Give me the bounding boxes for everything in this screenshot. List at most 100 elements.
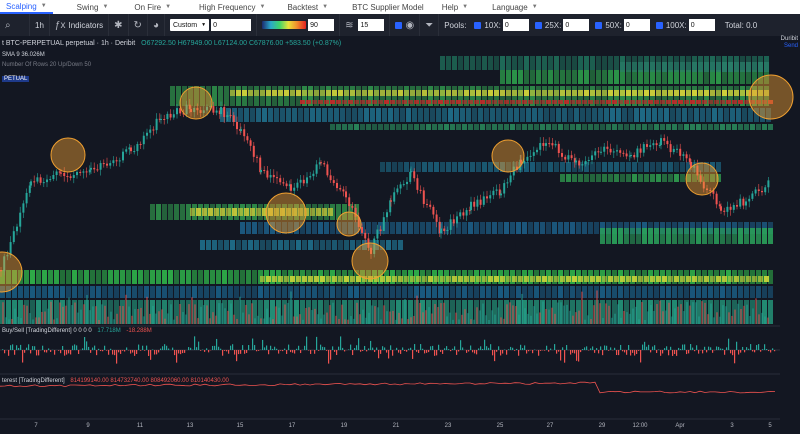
nav-scalping[interactable]: Scalping ▼	[0, 0, 53, 14]
buysell-bar	[78, 350, 80, 354]
price-chart[interactable]	[0, 36, 800, 434]
buysell-bar	[226, 350, 228, 352]
pool-25x-checkbox[interactable]	[534, 21, 542, 29]
candle-body	[495, 189, 498, 191]
heatmap-cell	[486, 124, 491, 130]
buysell-bar	[718, 346, 720, 350]
heatmap-cell	[206, 240, 211, 250]
heatmap-cell	[504, 222, 509, 234]
buysell-bar	[348, 349, 350, 350]
heatmap-cell	[260, 90, 265, 96]
heatmap-cell	[614, 174, 619, 182]
pool-25x-input[interactable]: 0	[563, 19, 590, 31]
nav-btc-supplier-model[interactable]: BTC Supplier Model	[346, 0, 430, 14]
heatmap-cell	[714, 228, 719, 244]
heatmap-cell	[254, 240, 259, 250]
heatmap-cell	[668, 162, 673, 172]
volume-bar	[32, 319, 34, 324]
heatmap-cell	[316, 108, 321, 122]
nav-backtest[interactable]: Backtest ▼	[281, 0, 334, 14]
heatmap-cell	[304, 208, 309, 216]
buysell-bar	[462, 347, 464, 350]
candle-body	[318, 162, 321, 165]
heatmap-cell	[768, 228, 773, 244]
heatmap-cell	[234, 300, 239, 324]
heatmap-cell	[614, 56, 619, 70]
buysell-bar	[408, 348, 410, 350]
custom-value-input[interactable]: 0	[211, 19, 252, 31]
volume-bar	[266, 308, 268, 324]
nav-help[interactable]: Help ▼	[436, 0, 474, 14]
palette-button[interactable]: ◕	[148, 14, 165, 36]
time-axis-label: 9	[86, 423, 90, 429]
custom-select[interactable]: Custom ▼	[169, 19, 210, 31]
candle-body	[85, 171, 88, 173]
heatmap-cell	[246, 222, 251, 234]
nav-label: High Frequency	[199, 2, 256, 12]
heatmap-cell	[354, 124, 359, 130]
heatmap-cell	[614, 90, 619, 96]
heat-value-input[interactable]: 90	[308, 19, 335, 31]
filter-button[interactable]: ⏷	[420, 14, 440, 36]
buysell-bar	[10, 345, 12, 350]
sma-legend[interactable]: SMA 9 36.026M	[2, 52, 45, 58]
interval-label: 1h	[35, 20, 44, 30]
buysell-bar	[20, 344, 22, 350]
buysell-bar	[558, 350, 560, 352]
heatmap-cell	[218, 240, 223, 250]
chevron-down-icon: ▼	[40, 3, 47, 9]
pool-100x-input[interactable]: 0	[688, 19, 715, 31]
heatmap-cell	[442, 108, 447, 122]
heatmap-cell	[742, 108, 747, 122]
heatmap-cell	[540, 100, 545, 104]
refresh-button[interactable]: ↻	[129, 14, 148, 36]
volume-bar	[359, 314, 361, 324]
heatmap-cell	[320, 240, 325, 250]
indicators-button[interactable]: ƒx Indicators	[50, 14, 110, 36]
heatmap-cell	[632, 70, 637, 84]
settings-button[interactable]: ✱	[109, 14, 129, 36]
candle-body	[567, 155, 570, 160]
heatmap-cell	[246, 300, 251, 324]
buysell-bar	[258, 350, 260, 351]
pool-50x-checkbox[interactable]	[595, 21, 603, 29]
symbol-search-button[interactable]: ⌕	[0, 14, 30, 36]
heatmap-cell	[290, 90, 295, 96]
nav-on-fire[interactable]: On Fire ▼	[128, 0, 177, 14]
pool-100x-checkbox[interactable]	[655, 21, 663, 29]
candle-body	[282, 182, 285, 184]
sma-value: SMA 9 36.026M	[2, 52, 45, 58]
buysell-bar	[480, 346, 482, 350]
volume-bar	[515, 306, 517, 324]
pool-50x-input[interactable]: 0	[623, 19, 650, 31]
heatmap-cell	[350, 276, 355, 282]
heatmap-cell	[558, 286, 563, 298]
buysell-bar	[304, 345, 306, 350]
volume-bar	[611, 317, 613, 324]
nav-swing[interactable]: Swing ▼	[71, 0, 115, 14]
heatmap-cell	[586, 108, 591, 122]
time-axis-label: 25	[496, 423, 504, 429]
heatmap-cell	[692, 70, 697, 84]
heatmap-cell	[422, 162, 427, 172]
levels-input[interactable]: 15	[358, 19, 385, 31]
buysell-bar	[280, 350, 282, 351]
heatmap-gradient-slider[interactable]	[262, 21, 307, 29]
candle-body	[60, 172, 62, 174]
nav-high-frequency[interactable]: High Frequency ▼	[193, 0, 271, 14]
buysell-pane-legend: Buy/Sell [TradingDifferent] 0 0 0 0 17.7…	[2, 328, 152, 334]
visibility-toggle[interactable]: ◉	[390, 14, 421, 36]
heatmap-cell	[378, 124, 383, 130]
liquidation-circle	[179, 86, 213, 120]
buysell-bar	[182, 350, 184, 354]
nav-language[interactable]: Language ▼	[486, 0, 544, 14]
heatmap-cell	[414, 222, 419, 234]
pool-10x-checkbox[interactable]	[474, 21, 482, 29]
heatmap-cell	[680, 174, 685, 182]
heatmap-cell	[566, 70, 571, 84]
volume-bar	[542, 301, 544, 324]
heatmap-cell	[536, 70, 541, 84]
pools-label: Pools:	[444, 20, 467, 30]
pool-10x-input[interactable]: 0	[502, 19, 529, 31]
interval-button[interactable]: 1h	[30, 14, 50, 36]
